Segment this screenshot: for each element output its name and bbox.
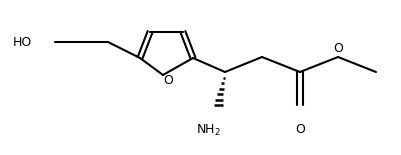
Text: O: O: [295, 123, 305, 136]
Text: O: O: [163, 73, 173, 86]
Text: HO: HO: [13, 35, 32, 49]
Text: NH$_2$: NH$_2$: [196, 123, 221, 138]
Text: O: O: [333, 42, 343, 55]
